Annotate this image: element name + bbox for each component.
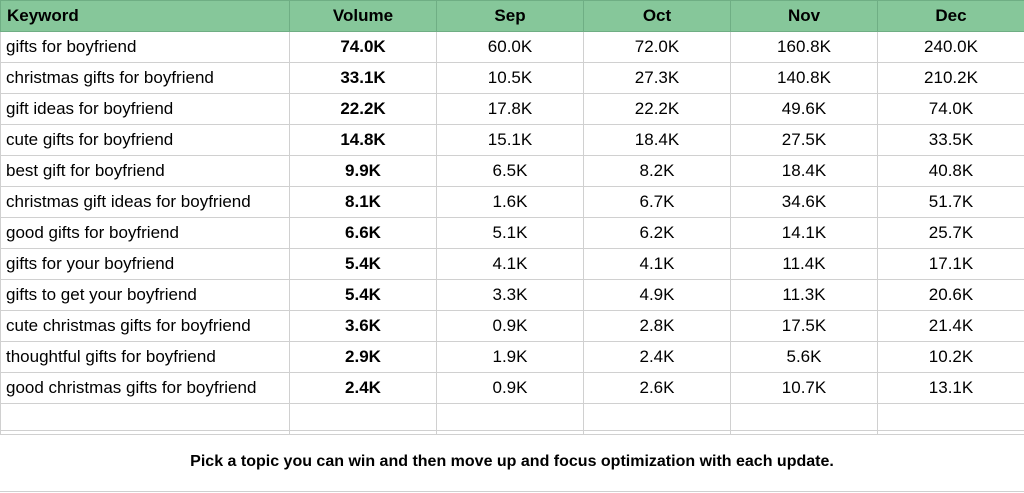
cell-volume[interactable]: 5.4K	[290, 249, 437, 280]
cell-oct[interactable]: 4.9K	[584, 280, 731, 311]
cell-keyword[interactable]: good gifts for boyfriend	[1, 218, 290, 249]
cell-nov[interactable]: 17.5K	[731, 311, 878, 342]
cell-nov[interactable]: 5.6K	[731, 342, 878, 373]
cell-volume[interactable]: 5.4K	[290, 280, 437, 311]
cell-dec[interactable]: 51.7K	[878, 187, 1024, 218]
cell-volume[interactable]: 6.6K	[290, 218, 437, 249]
header-volume[interactable]: Volume	[290, 1, 437, 32]
cell-dec[interactable]: 240.0K	[878, 32, 1024, 63]
cell-oct[interactable]: 2.8K	[584, 311, 731, 342]
cell-sep[interactable]: 6.5K	[437, 156, 584, 187]
cell-oct[interactable]: 72.0K	[584, 32, 731, 63]
cell-dec[interactable]: 74.0K	[878, 94, 1024, 125]
header-oct[interactable]: Oct	[584, 1, 731, 32]
cell-oct[interactable]: 18.4K	[584, 125, 731, 156]
cell-nov[interactable]: 11.3K	[731, 280, 878, 311]
cell-sep[interactable]: 0.9K	[437, 311, 584, 342]
cell-volume[interactable]: 33.1K	[290, 63, 437, 94]
cell-dec[interactable]: 13.1K	[878, 373, 1024, 404]
cell-keyword[interactable]: best gift for boyfriend	[1, 156, 290, 187]
cell-sep[interactable]: 4.1K	[437, 249, 584, 280]
cell-dec[interactable]: 21.4K	[878, 311, 1024, 342]
cell-oct[interactable]: 8.2K	[584, 156, 731, 187]
cell-sep[interactable]: 15.1K	[437, 125, 584, 156]
cell-keyword[interactable]: cute christmas gifts for boyfriend	[1, 311, 290, 342]
cell-nov[interactable]: 34.6K	[731, 187, 878, 218]
cell-dec[interactable]: 17.1K	[878, 249, 1024, 280]
cell-oct[interactable]: 4.1K	[584, 249, 731, 280]
cell-nov[interactable]: 10.7K	[731, 373, 878, 404]
cell-volume[interactable]: 8.1K	[290, 187, 437, 218]
cell-sep[interactable]: 1.6K	[437, 187, 584, 218]
header-nov[interactable]: Nov	[731, 1, 878, 32]
cell-volume[interactable]: 9.9K	[290, 156, 437, 187]
cell-sep[interactable]: 1.9K	[437, 342, 584, 373]
cell-sep[interactable]: 5.1K	[437, 218, 584, 249]
cell-oct[interactable]: 6.7K	[584, 187, 731, 218]
cell-keyword[interactable]: good christmas gifts for boyfriend	[1, 373, 290, 404]
cell-oct[interactable]: 6.2K	[584, 218, 731, 249]
cell-nov[interactable]: 11.4K	[731, 249, 878, 280]
cell-volume[interactable]: 22.2K	[290, 94, 437, 125]
cell-volume[interactable]: 3.6K	[290, 311, 437, 342]
cell-volume[interactable]: 14.8K	[290, 125, 437, 156]
cell-nov[interactable]: 14.1K	[731, 218, 878, 249]
cell-oct[interactable]: 22.2K	[584, 94, 731, 125]
cell-keyword[interactable]: gift ideas for boyfriend	[1, 94, 290, 125]
cell-oct[interactable]: 27.3K	[584, 63, 731, 94]
cell-sep[interactable]: 3.3K	[437, 280, 584, 311]
cell-keyword[interactable]: gifts to get your boyfriend	[1, 280, 290, 311]
cell-dec[interactable]: 40.8K	[878, 156, 1024, 187]
cell-nov[interactable]: 140.8K	[731, 63, 878, 94]
cell-keyword[interactable]: gifts for your boyfriend	[1, 249, 290, 280]
cell-volume[interactable]: 2.4K	[290, 373, 437, 404]
header-keyword[interactable]: Keyword	[1, 1, 290, 32]
footer-note: Pick a topic you can win and then move u…	[0, 430, 1024, 492]
cell-keyword[interactable]: cute gifts for boyfriend	[1, 125, 290, 156]
cell-nov[interactable]: 18.4K	[731, 156, 878, 187]
cell-nov[interactable]: 49.6K	[731, 94, 878, 125]
cell-oct[interactable]: 2.6K	[584, 373, 731, 404]
cell-dec[interactable]: 33.5K	[878, 125, 1024, 156]
cell-sep[interactable]: 17.8K	[437, 94, 584, 125]
cell-keyword[interactable]: thoughtful gifts for boyfriend	[1, 342, 290, 373]
cell-nov[interactable]: 160.8K	[731, 32, 878, 63]
cell-dec[interactable]: 210.2K	[878, 63, 1024, 94]
cell-dec[interactable]: 20.6K	[878, 280, 1024, 311]
cell-keyword[interactable]: christmas gifts for boyfriend	[1, 63, 290, 94]
header-sep[interactable]: Sep	[437, 1, 584, 32]
cell-volume[interactable]: 2.9K	[290, 342, 437, 373]
header-row: Keyword Volume Sep Oct Nov Dec	[1, 1, 1024, 32]
cell-keyword[interactable]: christmas gift ideas for boyfriend	[1, 187, 290, 218]
cell-sep[interactable]: 10.5K	[437, 63, 584, 94]
cell-dec[interactable]: 10.2K	[878, 342, 1024, 373]
header-dec[interactable]: Dec	[878, 1, 1024, 32]
cell-sep[interactable]: 0.9K	[437, 373, 584, 404]
cell-oct[interactable]: 2.4K	[584, 342, 731, 373]
cell-volume[interactable]: 74.0K	[290, 32, 437, 63]
cell-nov[interactable]: 27.5K	[731, 125, 878, 156]
cell-sep[interactable]: 60.0K	[437, 32, 584, 63]
cell-keyword[interactable]: gifts for boyfriend	[1, 32, 290, 63]
cell-dec[interactable]: 25.7K	[878, 218, 1024, 249]
keyword-table: Keyword Volume Sep Oct Nov Dec gifts for…	[0, 0, 1024, 435]
